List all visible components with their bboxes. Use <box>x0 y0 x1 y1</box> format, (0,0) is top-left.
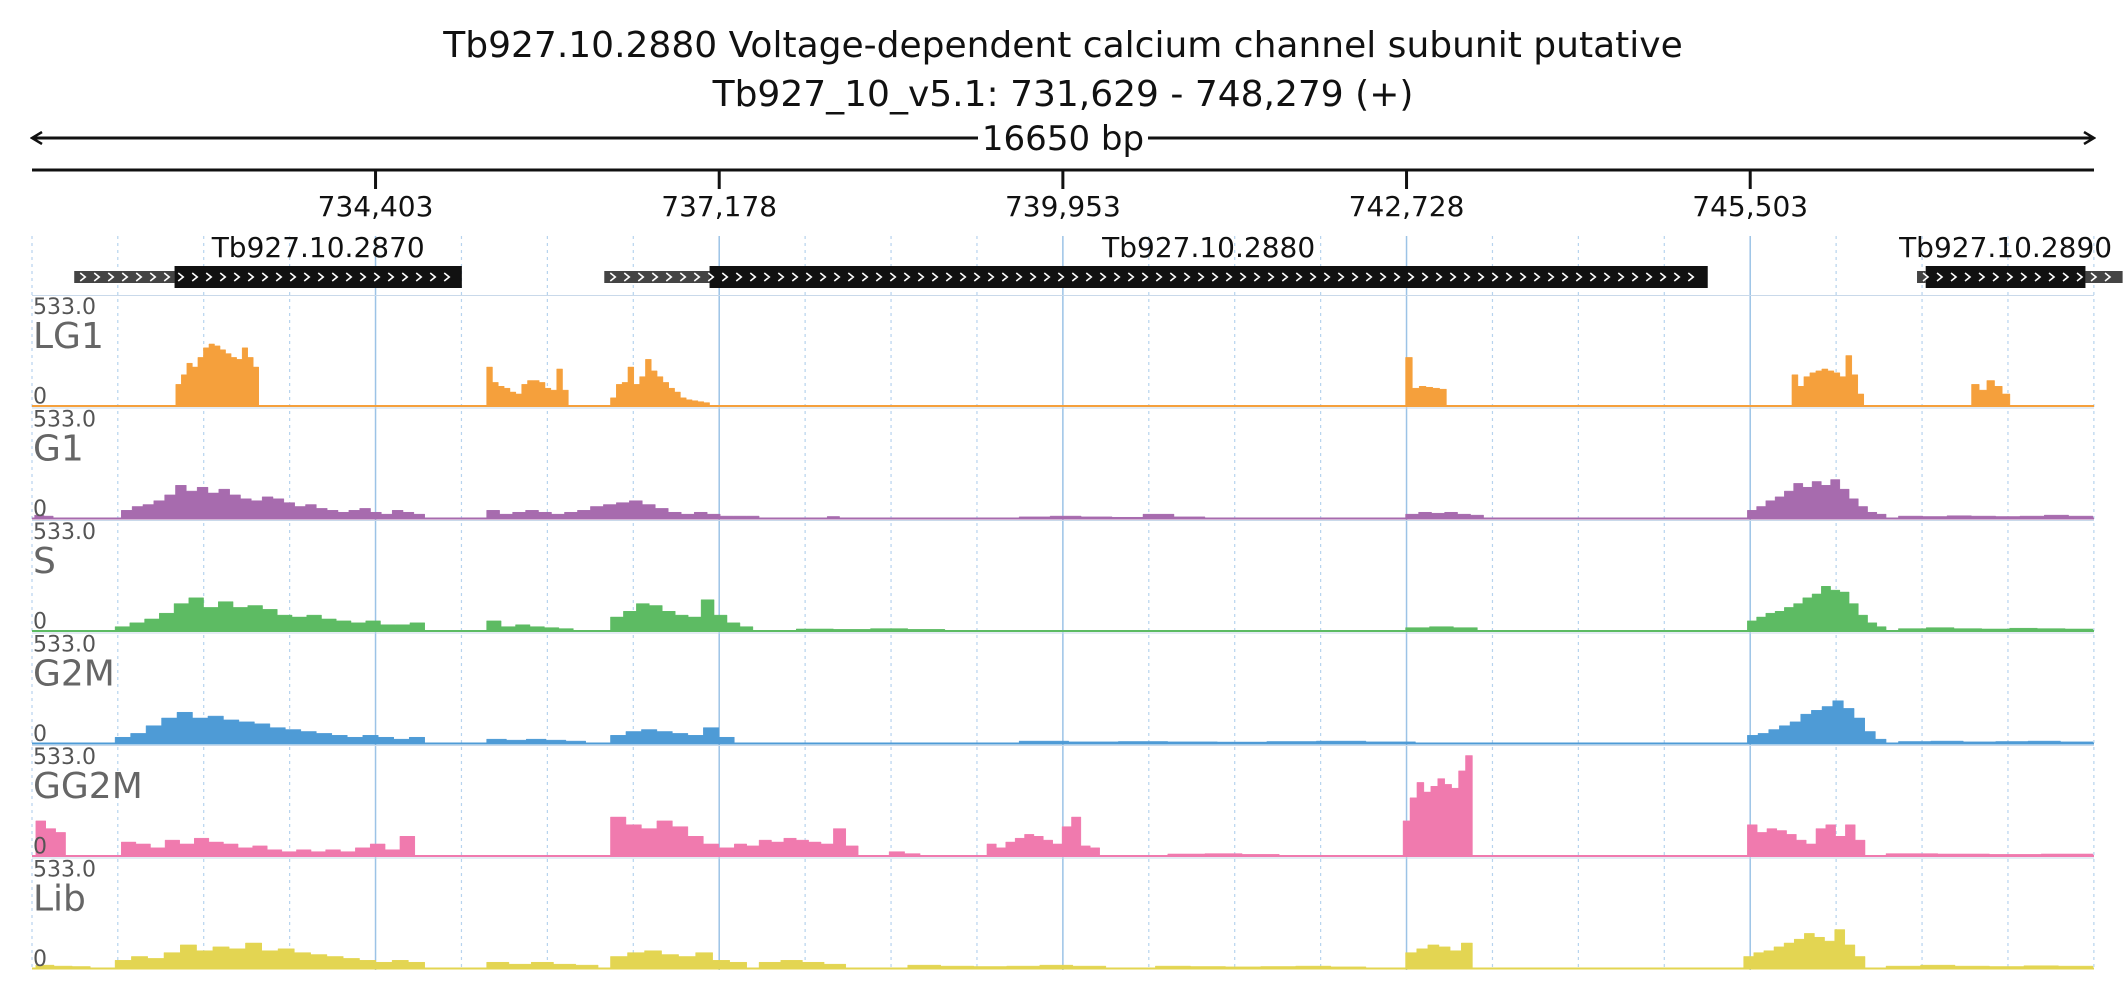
coverage-area <box>758 960 847 969</box>
gene-annotation-track: Tb927.10.2870 Tb927.10.2880 Tb927.10.2890 <box>74 231 2123 288</box>
coverage-area <box>1898 514 2094 519</box>
track-name: GG2M <box>33 766 143 807</box>
track-name: Lib <box>33 879 86 920</box>
x-tick-label: 739,953 <box>1005 190 1121 223</box>
coverage-area <box>610 599 754 631</box>
span-ruler: 16650 bp <box>32 119 2094 159</box>
coverage-area <box>114 942 425 969</box>
coverage-area <box>1405 942 1473 969</box>
coverage-area <box>610 727 735 744</box>
x-tick-label: 745,503 <box>1692 190 1808 223</box>
coverage-area <box>486 961 599 969</box>
track-g1: 533.0G1 0 <box>32 407 2094 522</box>
track-name: G1 <box>33 429 84 470</box>
coverage-area <box>1898 627 2094 631</box>
strand-arrows <box>609 272 1695 282</box>
coverage-area <box>1405 357 1447 406</box>
coverage-area <box>1747 700 1887 744</box>
gene-label: Tb927.10.2890 <box>1898 231 2112 264</box>
track-min-label: 0 <box>33 835 47 860</box>
coverage-area <box>1747 479 1887 519</box>
coverage-area <box>1743 929 1866 969</box>
track-min-label: 0 <box>33 722 47 747</box>
track-name: G2M <box>33 654 115 695</box>
gene-cds <box>709 266 1708 288</box>
strand-arrows <box>1922 272 2112 282</box>
coverage-area <box>1402 755 1473 856</box>
coverage-area <box>1405 626 1478 631</box>
coverage-area <box>1885 964 2094 969</box>
coverage-area <box>35 820 66 856</box>
coverage-area <box>121 485 425 519</box>
track-min-label: 0 <box>33 610 47 635</box>
track-s: 533.0S 0 <box>32 520 2094 635</box>
coverage-tracks: 533.0LG10533.0G10533.0S0533.0G2M0533.0GG… <box>32 295 2094 972</box>
track-min-label: 0 <box>33 497 47 522</box>
coverage-area <box>1971 380 2011 406</box>
gene-cds <box>174 266 462 288</box>
gene-label: Tb927.10.2870 <box>211 231 425 264</box>
gene-feature: Tb927.10.2870 <box>74 231 462 288</box>
gene-utr-5 <box>1917 271 1926 283</box>
strand-arrows <box>79 272 451 282</box>
coverage-area <box>35 964 91 969</box>
gene-label: Tb927.10.2880 <box>1101 231 1315 264</box>
span-label: 16650 bp <box>982 119 1144 159</box>
coverage-area <box>486 620 574 631</box>
x-tick-label: 737,178 <box>661 190 777 223</box>
track-max-label: 533.0 <box>33 520 96 545</box>
track-name: LG1 <box>33 316 104 357</box>
coverage-area <box>1405 511 1484 519</box>
x-tick-label: 742,728 <box>1349 190 1465 223</box>
coverage-area <box>888 851 921 856</box>
coverage-area <box>175 343 260 406</box>
gene-feature: Tb927.10.2890 <box>1898 231 2123 288</box>
track-min-label: 0 <box>33 947 47 972</box>
coverage-area <box>114 711 425 744</box>
coverage-area <box>907 964 1107 969</box>
gridlines <box>31 236 2095 970</box>
coverage-area <box>1791 355 1865 406</box>
coverage-area <box>114 597 425 631</box>
coverage-area <box>121 837 326 856</box>
coverage-area <box>486 500 760 519</box>
track-max-label: 533.0 <box>33 745 96 770</box>
track-min-label: 0 <box>33 385 47 410</box>
coverage-area <box>486 738 586 744</box>
track-max-label: 533.0 <box>33 633 96 658</box>
coverage-area <box>486 366 569 406</box>
gene-feature: Tb927.10.2880 <box>604 231 1708 288</box>
x-tick-label: 734,403 <box>318 190 434 223</box>
coverage-area <box>734 828 859 856</box>
coverage-area <box>325 836 416 856</box>
coverage-area <box>1747 824 1866 856</box>
coverage-area <box>1747 586 1887 631</box>
gene-utr-5 <box>74 271 175 283</box>
coverage-area <box>986 816 1100 856</box>
chart-subtitle: Tb927_10_v5.1: 731,629 - 748,279 (+) <box>712 74 1414 115</box>
gene-utr-3 <box>2085 271 2123 283</box>
coverage-area <box>610 816 735 856</box>
chart-title: Tb927.10.2880 Voltage-dependent calcium … <box>442 25 1682 66</box>
x-axis-ticks: 734,403 737,178 739,953 742,728 745,503 <box>318 170 1808 223</box>
coverage-area <box>610 950 747 969</box>
coverage-area <box>610 359 710 406</box>
track-max-label: 533.0 <box>33 858 96 883</box>
track-max-label: 533.0 <box>33 408 96 433</box>
track-max-label: 533.0 <box>33 295 96 320</box>
gene-cds <box>1925 266 2086 288</box>
track-name: S <box>33 541 56 582</box>
coverage-area <box>1018 513 1206 519</box>
